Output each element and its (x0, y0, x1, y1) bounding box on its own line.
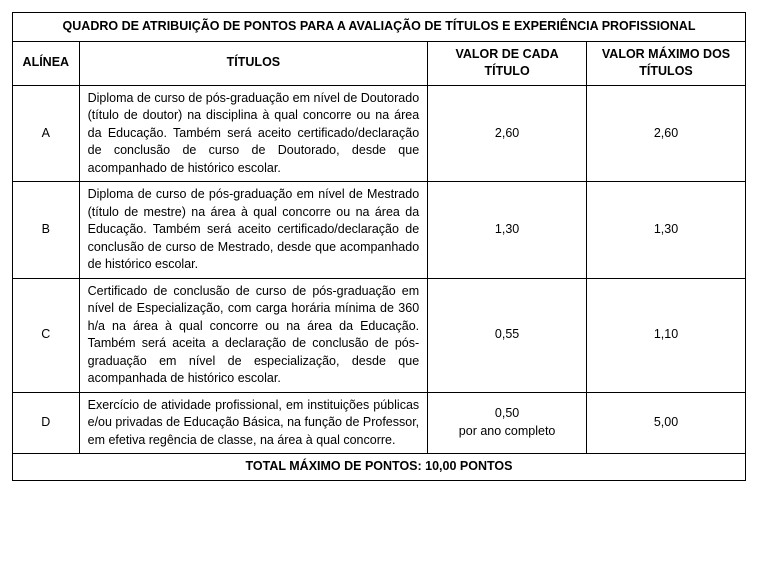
valor-cada-extra: por ano completo (436, 423, 578, 441)
table-row: B Diploma de curso de pós-graduação em n… (13, 182, 746, 279)
table-row: D Exercício de atividade profissional, e… (13, 392, 746, 454)
pontos-table: QUADRO DE ATRIBUIÇÃO DE PONTOS PARA A AV… (12, 12, 746, 481)
cell-valor-max: 5,00 (587, 392, 746, 454)
cell-valor-max: 1,10 (587, 278, 746, 392)
col-head-valor-max: VALOR MÁXIMO DOS TÍTULOS (587, 41, 746, 85)
valor-cada-value: 2,60 (495, 126, 519, 140)
table-title: QUADRO DE ATRIBUIÇÃO DE PONTOS PARA A AV… (13, 13, 746, 42)
cell-titulos: Diploma de curso de pós-graduação em nív… (79, 182, 428, 279)
cell-alinea: A (13, 85, 80, 182)
cell-valor-cada: 2,60 (428, 85, 587, 182)
cell-valor-max: 2,60 (587, 85, 746, 182)
cell-total: TOTAL MÁXIMO DE PONTOS: 10,00 PONTOS (13, 454, 746, 481)
col-head-valor-cada: VALOR DE CADA TÍTULO (428, 41, 587, 85)
cell-valor-cada: 0,55 (428, 278, 587, 392)
col-head-titulos: TÍTULOS (79, 41, 428, 85)
valor-cada-value: 0,55 (495, 327, 519, 341)
cell-valor-max: 1,30 (587, 182, 746, 279)
cell-titulos: Exercício de atividade profissional, em … (79, 392, 428, 454)
col-head-alinea: ALÍNEA (13, 41, 80, 85)
table-row: A Diploma de curso de pós-graduação em n… (13, 85, 746, 182)
valor-cada-value: 1,30 (495, 222, 519, 236)
table-row: C Certificado de conclusão de curso de p… (13, 278, 746, 392)
cell-valor-cada: 1,30 (428, 182, 587, 279)
cell-alinea: B (13, 182, 80, 279)
cell-titulos: Diploma de curso de pós-graduação em nív… (79, 85, 428, 182)
valor-cada-value: 0,50 (495, 406, 519, 420)
cell-alinea: C (13, 278, 80, 392)
cell-valor-cada: 0,50 por ano completo (428, 392, 587, 454)
total-row: TOTAL MÁXIMO DE PONTOS: 10,00 PONTOS (13, 454, 746, 481)
table-body: A Diploma de curso de pós-graduação em n… (13, 85, 746, 480)
cell-alinea: D (13, 392, 80, 454)
cell-titulos: Certificado de conclusão de curso de pós… (79, 278, 428, 392)
